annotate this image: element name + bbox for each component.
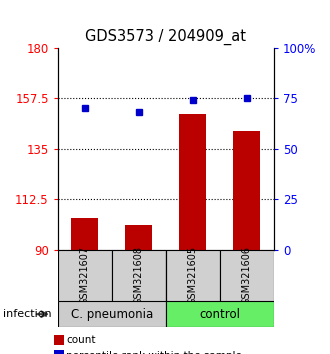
Bar — [58, 250, 112, 301]
Text: control: control — [199, 308, 240, 321]
Bar — [233, 131, 260, 250]
Bar — [125, 225, 152, 250]
Bar — [220, 250, 274, 301]
Bar — [58, 301, 166, 327]
Text: count: count — [66, 335, 95, 345]
Text: C. pneumonia: C. pneumonia — [71, 308, 153, 321]
Bar — [166, 301, 274, 327]
Bar — [166, 250, 220, 301]
Text: GSM321607: GSM321607 — [80, 246, 90, 305]
Title: GDS3573 / 204909_at: GDS3573 / 204909_at — [85, 29, 246, 45]
Text: GSM321608: GSM321608 — [134, 246, 144, 305]
Text: percentile rank within the sample: percentile rank within the sample — [66, 351, 242, 354]
Text: infection: infection — [3, 309, 52, 319]
Text: GSM321605: GSM321605 — [188, 246, 198, 305]
Bar — [71, 218, 98, 250]
Text: GSM321606: GSM321606 — [242, 246, 252, 305]
Bar — [179, 114, 206, 250]
Bar — [112, 250, 166, 301]
